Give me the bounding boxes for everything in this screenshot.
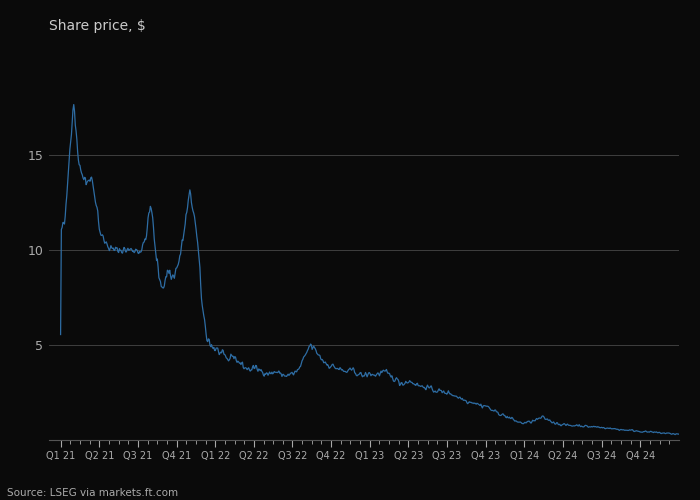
Text: Source: LSEG via markets.ft.com: Source: LSEG via markets.ft.com <box>7 488 178 498</box>
Text: Share price, $: Share price, $ <box>49 20 146 34</box>
